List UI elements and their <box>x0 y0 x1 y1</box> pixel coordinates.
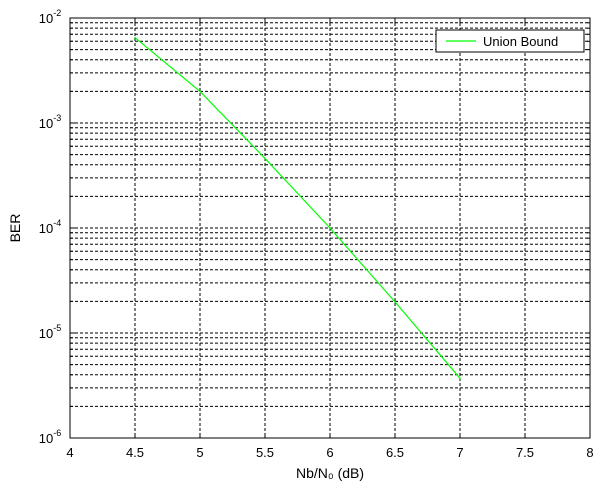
y-tick-label: 10-4 <box>39 218 61 236</box>
x-tick-label: 6.5 <box>386 445 404 460</box>
x-tick-label: 4 <box>66 445 73 460</box>
legend-box <box>435 29 585 53</box>
x-tick-label: 8 <box>586 445 593 460</box>
x-tick-label: 6 <box>326 445 333 460</box>
data-point <box>329 227 331 229</box>
data-point <box>134 36 136 39</box>
series-line-union-bound <box>134 37 461 379</box>
x-tick-label: 7 <box>456 445 463 460</box>
y-tick-label: 10-5 <box>39 323 61 341</box>
data-point <box>264 157 266 160</box>
y-tick-label: 10-6 <box>39 428 61 446</box>
y-tick-label: 10-3 <box>39 113 61 131</box>
x-tick-label: 4.5 <box>126 445 144 460</box>
legend: Union Bound <box>435 29 585 53</box>
x-tick-label: 5 <box>196 445 203 460</box>
x-tick-label: 5.5 <box>256 445 274 460</box>
x-tick-label: 7.5 <box>516 445 534 460</box>
y-tick-label: 10-2 <box>39 8 61 26</box>
data-point <box>199 90 201 93</box>
x-axis-label: Nb/N₀ (dB) <box>296 465 364 481</box>
axis-ticks: 4 4.5 5 5.5 6 6.5 7 7.5 8 10-6 10-5 10-4 10-3 10-2 <box>39 8 594 460</box>
data-point <box>394 301 396 303</box>
y-axis-label: BER <box>7 214 23 243</box>
grid <box>70 18 590 438</box>
data-point <box>459 377 461 380</box>
legend-label-union-bound: Union Bound <box>483 34 558 49</box>
x-axis-label-text: Nb/N₀ (dB) <box>296 465 364 481</box>
series-lines <box>134 36 461 380</box>
